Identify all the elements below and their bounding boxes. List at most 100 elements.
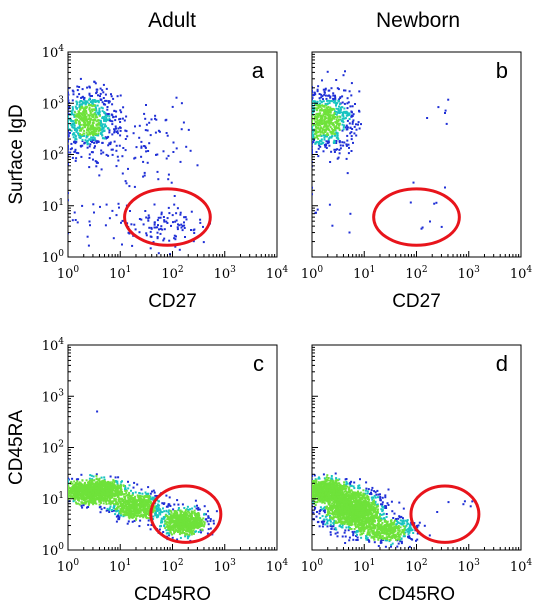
data-point xyxy=(193,511,196,514)
data-point xyxy=(108,495,111,498)
data-point xyxy=(335,131,338,134)
data-point xyxy=(370,491,372,494)
data-point xyxy=(215,510,218,513)
data-point xyxy=(108,500,111,502)
data-point xyxy=(68,139,69,142)
data-point xyxy=(135,146,138,149)
data-point xyxy=(194,526,197,529)
data-point xyxy=(97,129,100,132)
data-point xyxy=(180,527,183,530)
data-point xyxy=(81,144,84,147)
data-point xyxy=(106,507,109,510)
data-point xyxy=(203,521,206,524)
data-point xyxy=(70,119,73,121)
data-point xyxy=(68,232,69,235)
data-point xyxy=(98,110,101,113)
data-point xyxy=(118,492,121,495)
data-point xyxy=(173,532,176,535)
data-point xyxy=(122,493,124,496)
data-point xyxy=(324,113,327,115)
data-point xyxy=(182,528,185,531)
data-point xyxy=(84,100,87,103)
data-point xyxy=(98,485,101,488)
data-point xyxy=(321,128,324,131)
data-point xyxy=(68,162,69,165)
data-point xyxy=(144,146,147,149)
data-point xyxy=(336,531,339,534)
data-point xyxy=(170,510,173,513)
data-point xyxy=(175,219,178,222)
data-point xyxy=(101,494,104,496)
data-point xyxy=(171,105,174,108)
data-point xyxy=(102,91,105,94)
data-point xyxy=(120,492,123,495)
data-point xyxy=(111,123,114,126)
data-point xyxy=(327,138,330,141)
data-point xyxy=(153,226,156,229)
data-point xyxy=(207,523,210,526)
data-point xyxy=(92,501,95,504)
x-tick-label: 103 xyxy=(214,558,237,575)
data-point xyxy=(334,116,336,118)
x-tick-label: 104 xyxy=(510,265,533,282)
data-point xyxy=(179,160,182,163)
data-point xyxy=(88,486,91,489)
data-point xyxy=(167,521,170,524)
data-point xyxy=(379,513,382,516)
data-point xyxy=(86,128,89,131)
data-point xyxy=(198,523,201,526)
data-point xyxy=(138,136,141,139)
data-point xyxy=(176,499,179,502)
data-point xyxy=(85,131,88,134)
data-point xyxy=(143,497,146,500)
data-point xyxy=(318,114,321,117)
data-point xyxy=(323,115,326,118)
data-point xyxy=(88,106,91,109)
x-axis-title: CD27 xyxy=(148,291,197,312)
data-point xyxy=(182,526,185,528)
data-point xyxy=(194,530,197,533)
data-point xyxy=(96,410,99,413)
data-point xyxy=(324,115,327,118)
data-point xyxy=(370,489,373,492)
data-point xyxy=(73,211,76,214)
data-point xyxy=(90,483,93,486)
data-point xyxy=(76,126,79,129)
data-point xyxy=(104,119,107,122)
data-point xyxy=(407,522,410,525)
data-point xyxy=(72,132,75,135)
data-point xyxy=(124,497,127,500)
data-point xyxy=(68,492,71,495)
data-point xyxy=(115,491,118,494)
y-tick-label: 101 xyxy=(42,198,64,215)
data-point xyxy=(89,487,92,490)
data-point xyxy=(328,116,331,118)
data-point xyxy=(188,527,191,530)
data-point xyxy=(171,214,174,217)
data-point xyxy=(129,506,132,508)
data-point xyxy=(95,502,98,505)
data-point xyxy=(178,533,181,536)
data-point xyxy=(334,472,337,475)
data-point xyxy=(172,508,175,511)
data-point xyxy=(131,510,134,513)
data-point xyxy=(177,503,180,506)
data-point xyxy=(360,123,362,126)
data-point xyxy=(387,504,390,506)
data-point xyxy=(102,97,105,99)
data-point xyxy=(188,533,191,536)
data-point xyxy=(84,121,87,124)
data-point xyxy=(400,515,403,518)
data-point xyxy=(326,125,329,128)
data-point xyxy=(185,522,188,525)
data-point xyxy=(75,103,78,106)
data-point xyxy=(137,514,140,517)
data-point xyxy=(88,85,91,88)
data-point xyxy=(146,161,149,164)
data-point xyxy=(440,225,443,228)
data-point xyxy=(86,119,89,122)
data-point xyxy=(152,508,155,511)
data-point xyxy=(195,517,198,520)
data-point xyxy=(331,123,334,126)
